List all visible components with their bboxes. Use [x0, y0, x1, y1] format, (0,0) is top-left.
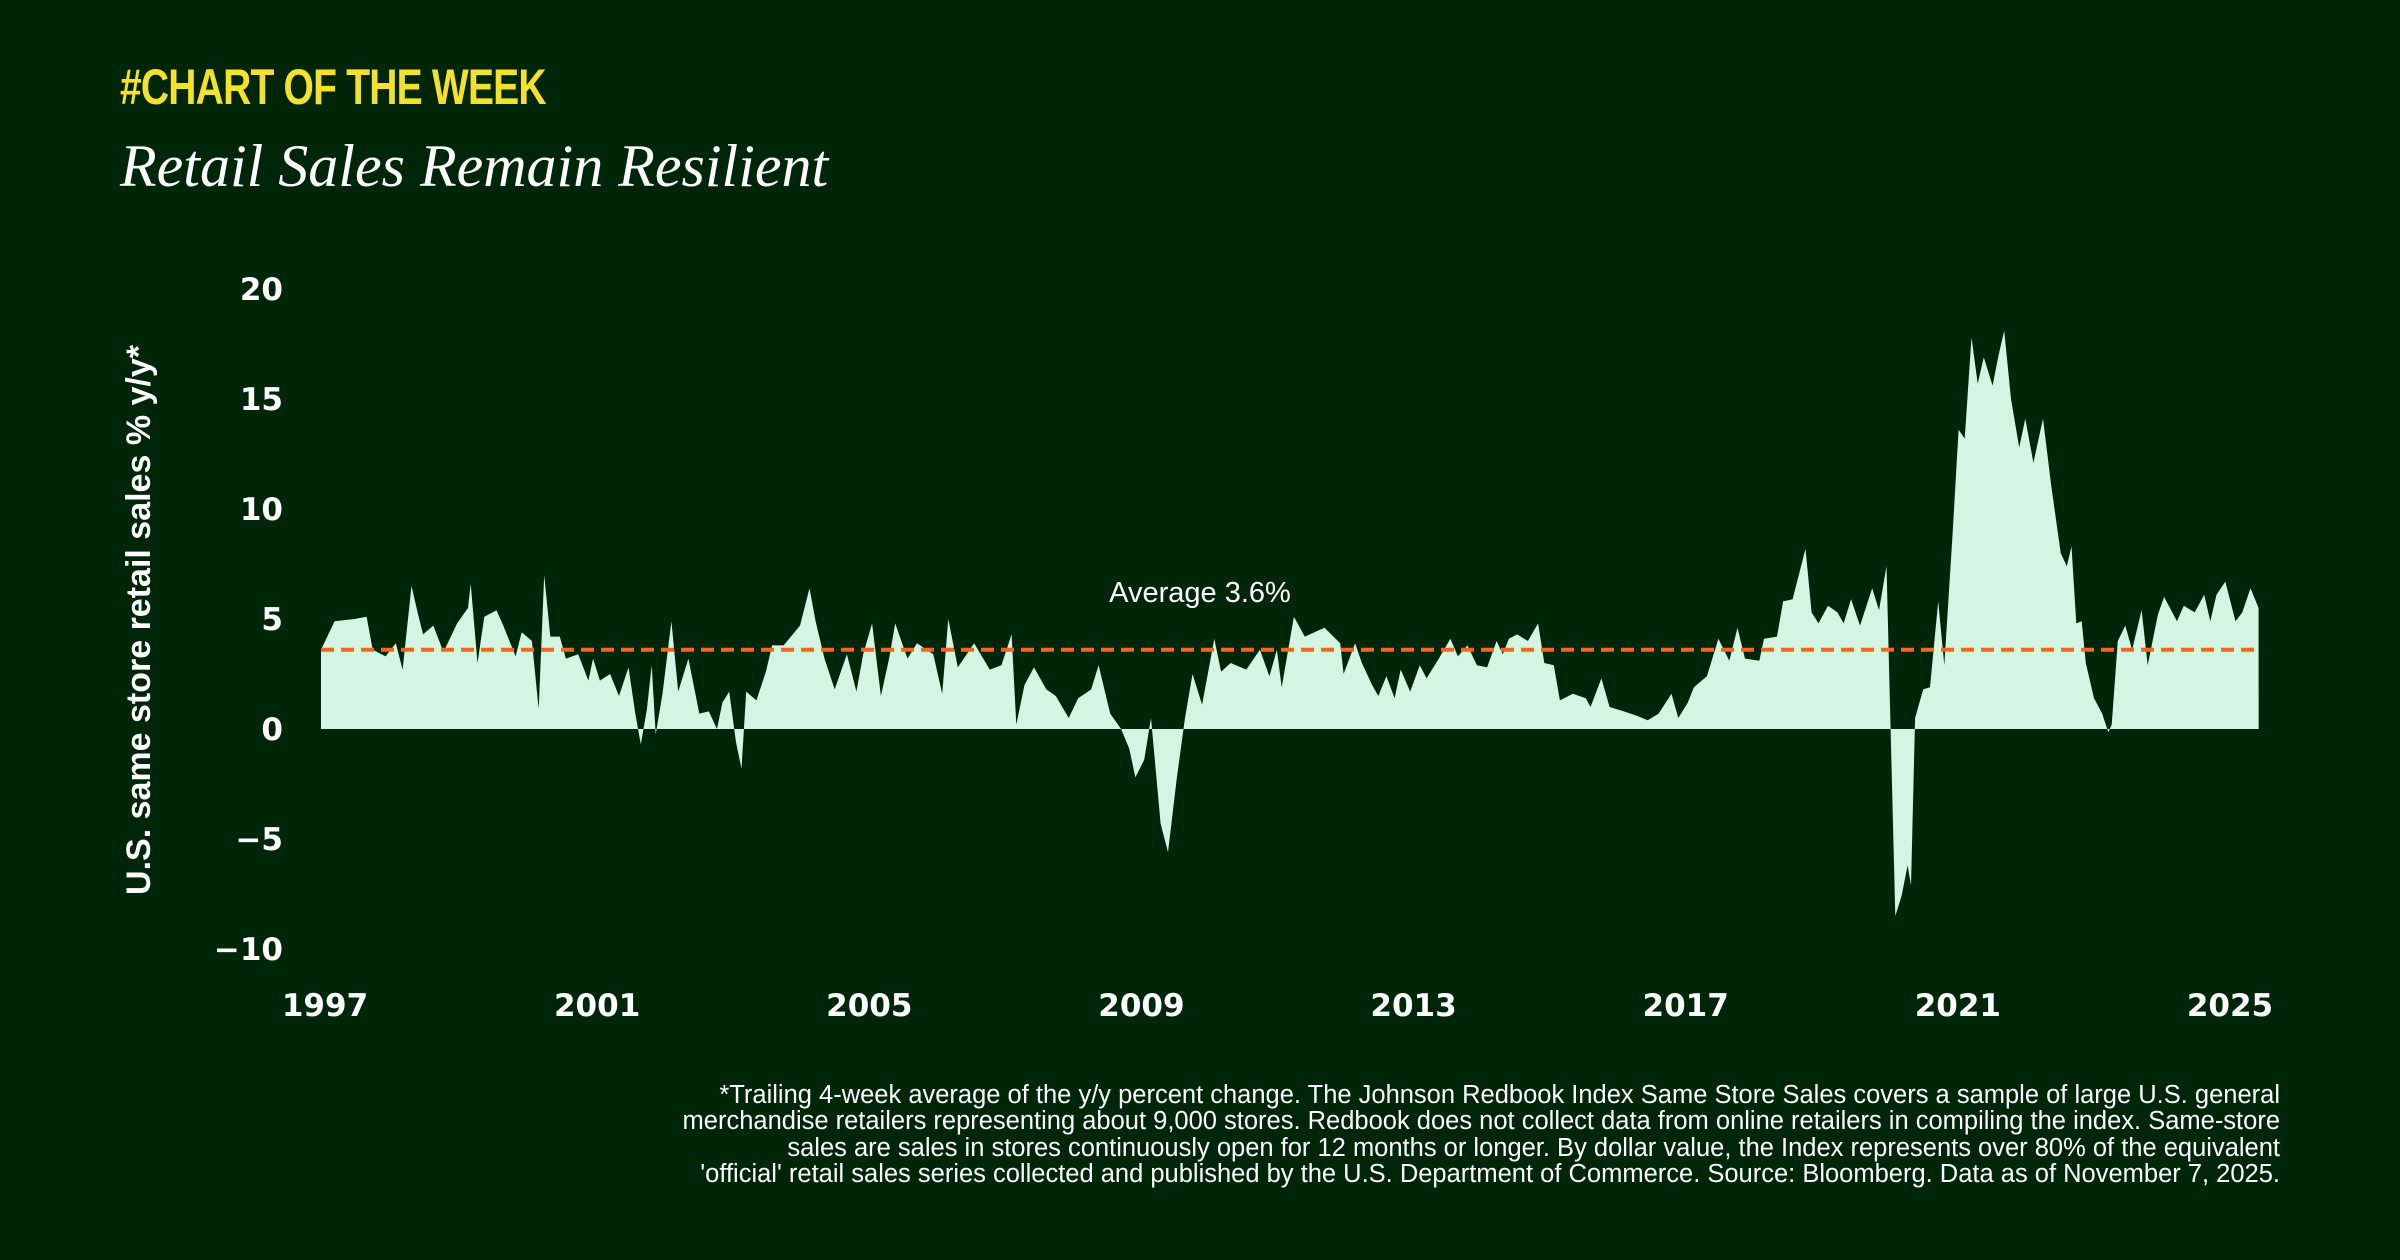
y-tick-label: 20	[240, 272, 283, 308]
footnote: *Trailing 4-week average of the y/y perc…	[380, 1082, 2280, 1188]
footnote-line: merchandise retailers representing about…	[682, 1107, 2280, 1136]
chart-of-the-week-kicker: #CHART OF THE WEEK	[120, 59, 547, 115]
footnote-line: 'official' retail sales series collected…	[700, 1160, 2280, 1189]
x-tick-label: 2013	[1370, 988, 1456, 1024]
chart-title: Retail Sales Remain Resilient	[120, 133, 829, 199]
average-label: Average 3.6%	[1109, 577, 1291, 609]
y-tick-label: 0	[261, 712, 283, 748]
x-tick-label: 2005	[826, 988, 912, 1024]
footnote-line: sales are sales in stores continuously o…	[787, 1133, 2280, 1162]
x-tick-label: 1997	[282, 988, 368, 1024]
x-tick-label: 2021	[1915, 988, 2001, 1024]
y-tick-label: 15	[240, 382, 283, 418]
x-tick-label: 2009	[1098, 988, 1184, 1024]
x-tick-label: 2025	[2187, 988, 2273, 1024]
footnote-line: *Trailing 4-week average of the y/y perc…	[719, 1081, 2280, 1109]
x-axis-ticks: 1997 2001 2005 2009 2013 2017 2021 2025	[282, 988, 2273, 1024]
y-axis-label: U.S. same store retail sales % y/y*	[120, 344, 158, 895]
area-series	[321, 330, 2259, 916]
x-tick-label: 2017	[1643, 988, 1729, 1024]
y-tick-label: 10	[240, 492, 283, 528]
y-tick-label: −10	[214, 932, 283, 968]
y-tick-label: −5	[235, 822, 283, 858]
y-axis-ticks: 20 15 10 5 0 −5 −10	[214, 272, 283, 968]
x-tick-label: 2001	[554, 988, 640, 1024]
y-tick-label: 5	[261, 602, 283, 638]
